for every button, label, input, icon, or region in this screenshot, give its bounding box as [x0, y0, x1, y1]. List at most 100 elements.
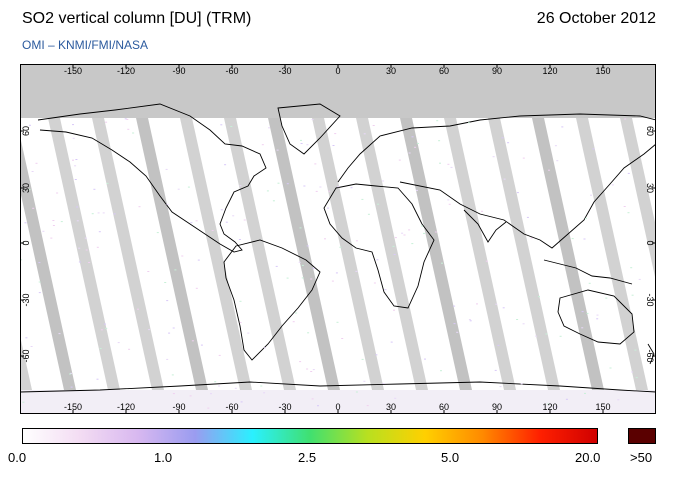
- noise-speck: [507, 142, 510, 144]
- noise-speck: [172, 327, 175, 329]
- noise-speck: [605, 297, 608, 299]
- lon-label-top: -150: [64, 66, 82, 76]
- noise-speck: [78, 261, 81, 263]
- noise-speck: [436, 120, 439, 122]
- noise-speck: [113, 213, 116, 215]
- noise-speck: [547, 403, 550, 405]
- noise-speck: [189, 395, 192, 397]
- orbit-gap-stripe: [532, 118, 604, 390]
- noise-speck: [592, 148, 595, 150]
- noise-speck: [52, 225, 55, 226]
- noise-speck: [260, 385, 263, 387]
- noise-speck: [635, 377, 638, 379]
- noise-speck: [181, 255, 184, 257]
- noise-speck: [306, 368, 309, 370]
- orbit-gap-stripe: [620, 118, 656, 282]
- noise-speck: [581, 327, 584, 329]
- noise-speck: [545, 333, 548, 335]
- noise-speck: [535, 335, 538, 337]
- colorbar-label: 2.5: [298, 450, 317, 465]
- noise-speck: [494, 369, 497, 371]
- noise-speck: [586, 312, 589, 314]
- noise-speck: [96, 246, 99, 248]
- noise-speck: [376, 259, 379, 261]
- noise-speck: [307, 332, 310, 334]
- noise-speck: [624, 118, 627, 120]
- noise-speck: [361, 198, 364, 200]
- noise-speck: [247, 332, 250, 334]
- noise-speck: [300, 143, 303, 144]
- noise-speck: [56, 192, 59, 194]
- noise-speck: [556, 160, 559, 162]
- so2-map: -150 -120 -90 -60 -30 0 30 60 90 120 150…: [20, 64, 656, 414]
- colorbar-label: 1.0: [154, 450, 173, 465]
- noise-speck: [24, 222, 27, 224]
- noise-speck: [195, 287, 198, 289]
- noise-speck: [234, 387, 237, 389]
- noise-speck: [105, 327, 108, 329]
- noise-speck: [50, 237, 53, 239]
- noise-speck: [218, 385, 221, 387]
- lon-label-top: 90: [492, 66, 502, 76]
- arctic-no-data-region: [20, 64, 656, 118]
- noise-speck: [74, 179, 77, 180]
- noise-speck: [584, 392, 586, 394]
- noise-speck: [261, 144, 264, 146]
- noise-speck: [565, 398, 568, 400]
- noise-speck: [538, 296, 540, 298]
- noise-speck: [52, 220, 55, 221]
- noise-speck: [276, 149, 279, 151]
- noise-speck: [312, 369, 315, 371]
- noise-speck: [485, 260, 488, 262]
- noise-speck: [220, 124, 223, 126]
- noise-speck: [98, 231, 101, 233]
- lon-label-bottom: -60: [225, 402, 238, 412]
- noise-speck: [286, 277, 289, 279]
- noise-speck: [526, 216, 529, 218]
- noise-speck: [168, 332, 171, 334]
- colorbar-label: 20.0: [575, 450, 601, 465]
- colorbar-label: 5.0: [441, 450, 460, 465]
- noise-speck: [314, 163, 317, 165]
- graticule-ticks: [20, 64, 656, 414]
- colorbar-overflow-swatch: [628, 428, 656, 444]
- noise-speck: [585, 217, 587, 219]
- noise-speck: [411, 136, 414, 138]
- asia-coast: [399, 143, 656, 249]
- noise-speck: [238, 239, 241, 240]
- noise-speck: [300, 139, 302, 141]
- noise-speck: [499, 386, 502, 388]
- noise-speck: [72, 124, 74, 126]
- orbit-gap-stripe: [136, 118, 208, 390]
- map-canvas: -150 -120 -90 -60 -30 0 30 60 90 120 150…: [20, 64, 656, 414]
- noise-speck: [469, 320, 472, 322]
- noise-speck: [332, 145, 335, 146]
- noise-speck: [453, 323, 456, 325]
- noise-speck: [355, 270, 358, 272]
- lon-label-bottom: 150: [595, 402, 610, 412]
- noise-speck: [99, 348, 102, 349]
- noise-speck: [30, 346, 33, 347]
- noise-speck: [126, 118, 129, 120]
- noise-speck: [319, 186, 322, 188]
- lat-label-right: -60: [645, 349, 655, 362]
- noise-speck: [38, 292, 41, 294]
- noise-speck: [561, 126, 564, 128]
- noise-speck: [292, 321, 295, 323]
- noise-speck: [218, 354, 221, 356]
- noise-speck: [634, 349, 637, 351]
- noise-speck: [372, 125, 375, 126]
- lon-label-bottom: 30: [386, 402, 396, 412]
- lat-label-right: 0: [645, 240, 655, 245]
- noise-speck: [324, 238, 326, 240]
- new-zealand-coast: [647, 343, 655, 365]
- australia-coast: [557, 289, 635, 345]
- noise-speck: [583, 238, 586, 240]
- noise-speck: [174, 269, 177, 271]
- noise-speck: [207, 407, 210, 409]
- so2-colorbar: [22, 428, 598, 444]
- noise-speck: [392, 245, 395, 247]
- noise-speck: [328, 190, 331, 192]
- noise-speck: [74, 165, 77, 167]
- noise-speck: [166, 203, 169, 205]
